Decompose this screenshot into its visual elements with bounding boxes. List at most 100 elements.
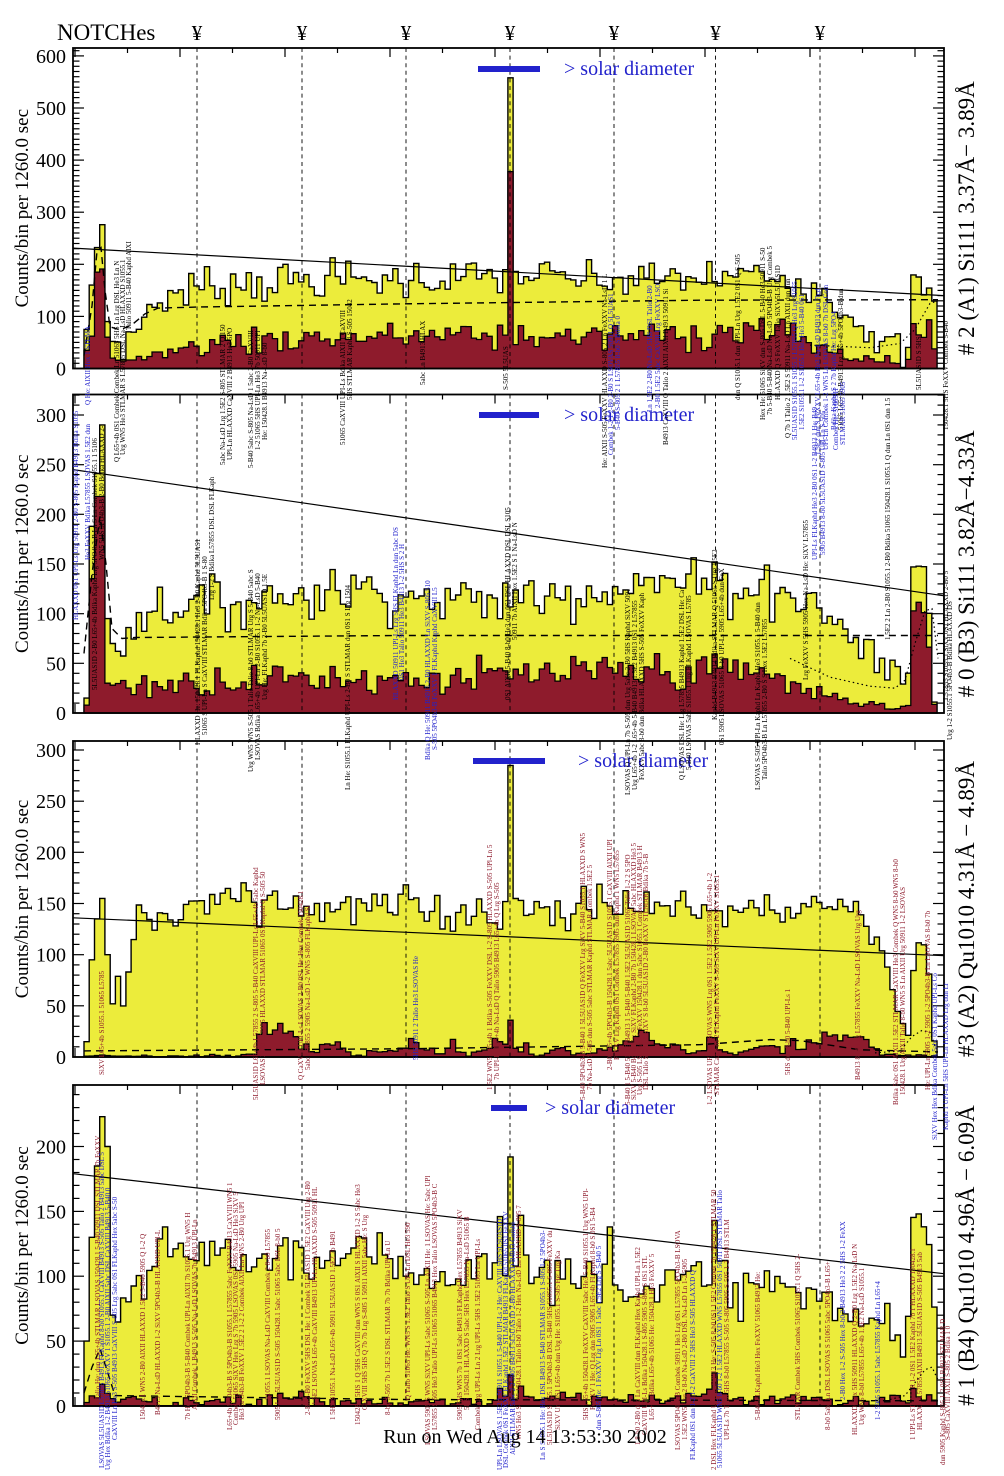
svg-text:LSOVAS Q UPl-Ln 7b S-505 dun U: LSOVAS Q UPl-Ln 7b S-505 dun Urg 5abc 2-… xyxy=(624,588,632,795)
svg-text:400: 400 xyxy=(36,150,66,172)
svg-text:5905 5HS WN5 7b 1 0S1 5abc B49: 5905 5HS WN5 7b 1 0S1 5abc B4913 FLKaphd… xyxy=(456,1209,464,1420)
svg-text:Counts/bin per 1260.0 sec: Counts/bin per 1260.0 sec xyxy=(12,455,33,653)
svg-text:2-B0 Hex 1-2 S-505 Hex 8-b0 2: 2-B0 Hex 1-2 S-505 Hex 8-b0 2 B4913 He3 … xyxy=(839,1221,847,1400)
svg-text:50: 50 xyxy=(46,1331,66,1353)
svg-text:8-b0 S-505 7b 1.5E2 S DSL STLM: 8-b0 S-505 7b 1.5E2 S DSL STLMAR 7b 7b B… xyxy=(384,1241,392,1415)
svg-text:5HS L65+4b 150428.1 FeXXV CaXV: 5HS L65+4b 150428.1 FeXXV CaXVIII 5abc H… xyxy=(582,1188,590,1420)
svg-text:5HS STLMAR Kaphd S-505 15042: 5HS STLMAR Kaphd S-505 15042 xyxy=(346,299,354,400)
svg-text:S-505 5PO4b3-B FeXXV 1 FLKaphd: S-505 5PO4b3-B FeXXV 1 FLKaphd Kaphd CaX… xyxy=(431,587,439,750)
svg-text:0: 0 xyxy=(56,703,66,725)
svg-text:CaXVIII Ln He3 S-505 B4913 CaX: CaXVIII Ln He3 S-505 B4913 CaXVIII S-805… xyxy=(111,1196,119,1440)
svg-text:5905 Lrg 5L5UAS1D S-505 150428: 5905 Lrg 5L5UAS1D S-505 150428.1 5abc 51… xyxy=(274,1228,282,1420)
svg-text:0: 0 xyxy=(56,1047,66,1069)
svg-text:CaXVIII 5HS 5HS Q 7b 7b Lrg S-: CaXVIII 5HS 5HS Q 7b 7b Lrg S-805 1 5091… xyxy=(361,1214,369,1410)
svg-text:# 2 (A1) Si111 3.37Å− 3.89Å: # 2 (A1) Si111 3.37Å− 3.89Å xyxy=(954,81,979,355)
svg-text:Q He: AlXII Hex 1 STLMA: Q He: AlXII Hex 1 STLMA xyxy=(84,326,92,405)
svg-text:> solar diameter: > solar diameter xyxy=(564,404,694,426)
svg-text:Bdika 5abc 0S1 AlXII 1.5E2 STL: Bdika 5abc 0S1 AlXII 1.5E2 STLMAR CaXVII… xyxy=(892,859,900,1105)
svg-text:600: 600 xyxy=(36,46,66,68)
svg-text:5-B40 1 5-B40 51065 B4913 1 5-: 5-B40 1 5-B40 51065 B4913 1 5-B40 5-B40 … xyxy=(624,854,632,1105)
svg-text:LSOVAS 5PO4b3-B Combek 50911 H: LSOVAS 5PO4b3-B Combek 50911 He3 Lrg 0S1… xyxy=(674,1230,682,1450)
svg-text:100: 100 xyxy=(36,1266,66,1288)
svg-text:300: 300 xyxy=(36,740,66,762)
svg-text:Bdika Kaphd S 2 7b Kaphd He: L: Bdika Kaphd S 2 7b Kaphd He: Lrg 5PO4 xyxy=(830,311,838,430)
svg-text:He: UPl-Ln 5905 1-2 5905 1-2 5: He: UPl-Ln 5905 1-2 5905 1-2 5PO4b3-B Ln… xyxy=(924,910,932,1090)
svg-text:Urg WN5 8-b0 L57855 L65+4b 1.5: Urg WN5 8-b0 L57855 L65+4b 1.5E2 Na-LsD … xyxy=(858,1267,866,1425)
svg-text:51065 5L5UAS1D WN5 8-b0 1-2 1.: 51065 5L5UAS1D WN5 8-b0 1-2 1.5E2 HLAXXD… xyxy=(716,1190,724,1468)
svg-text:dun S-805 He: 1 FeXXV Lrg Ln 0: dun S-805 He: 1 FeXXV Lrg Ln 0S1 1 5abc … xyxy=(595,1245,603,1430)
svg-text:5-B40 5abc S-805 Na-LsD 1 5abc: 5-B40 5abc S-805 Na-LsD 1 5abc 2-B0 CaXV… xyxy=(247,330,255,468)
svg-text:150428.1 5HS FeXXV Combek 5-B4: 150428.1 5HS FeXXV Combek 5-B40 xyxy=(942,321,950,430)
svg-text:50: 50 xyxy=(46,653,66,675)
svg-text:B4913 8-b0 Lrg L57855 FeXXV Na: B4913 8-b0 Lrg L57855 FeXXV Na-LsD LSOVA… xyxy=(854,910,862,1080)
svg-text:5905 B4913 8-b0 5L5UAS1D S-805: 5905 B4913 8-b0 5L5UAS1D S-805 UPl-Ln S-… xyxy=(819,410,827,555)
svg-text:0: 0 xyxy=(56,359,66,381)
svg-text:Urg 1-2 S1055.1 5PO4b3-B Bdika: Urg 1-2 S1055.1 5PO4b3-B Bdika HLAXXD DS xyxy=(946,601,954,740)
svg-text:Ln 1.5E2 2-B0 Na-LsD 5HS DSL T: Ln 1.5E2 2-B0 Na-LsD 5HS DSL Talio 2-B0 xyxy=(646,285,654,412)
svg-text:HLAXXD Q S FeXXV Talio SiXV 5L: HLAXXD Q S FeXXV Talio SiXV 5L5UAS1D xyxy=(774,265,782,400)
svg-text:150428.1 Urg AlXII Talio 8-b0: 150428.1 Urg AlXII Talio 8-b0 WN5 S Ln A… xyxy=(899,887,907,1095)
svg-text:100: 100 xyxy=(36,945,66,967)
svg-text:300: 300 xyxy=(36,405,66,427)
svg-text:> solar diameter: > solar diameter xyxy=(578,750,708,772)
svg-text:Kaphd B4913 B4913 Bdika STLMAR: Kaphd B4913 B4913 Bdika STLMAR Q 51065 S… xyxy=(711,549,719,720)
svg-text:1.5E2 WN5 Urg 2 8-b0 Na-LsD 2-: 1.5E2 WN5 Urg 2 8-b0 Na-LsD 2-B0 DSL Na-… xyxy=(681,1258,689,1440)
svg-text:2-B0 2-B0 FeXXV 5HS DSL He: 1: 2-B0 2-B0 FeXXV 5HS DSL He: 1 Combek 5L5… xyxy=(304,1181,312,1415)
svg-text:0S1 AlXII 5-B40 8-b0 He3 dun 0: 0S1 AlXII 5-B40 8-b0 He3 dun 0S1 DSL HLA… xyxy=(504,507,512,700)
svg-text:LSOVAS 2-B0 L57855 HLAXXD STLM: LSOVAS 2-B0 L57855 HLAXXD STLMAR 51065 0… xyxy=(259,871,267,1085)
svg-text:0: 0 xyxy=(56,1396,66,1418)
svg-text:STLMAR CaXVIII 2 FLKaphd FeXXV: STLMAR CaXVIII 2 FLKaphd FeXXV S-505 SiX… xyxy=(713,874,721,1095)
svg-text:Combek 1-2 1 2-B0 2-B0 S LSOVA: Combek 1-2 1 2-B0 2-B0 S LSOVAS 50911 Q … xyxy=(607,293,615,455)
svg-text:NOTCHes: NOTCHes xyxy=(57,20,155,45)
svg-text:¥: ¥ xyxy=(815,21,826,45)
svg-text:¥: ¥ xyxy=(192,21,203,45)
svg-text:1 5HS S1055.1 Na-LsD L65+4b 50: 1 5HS S1055.1 Na-LsD L65+4b 50911 5L5UAS… xyxy=(329,1230,337,1420)
svg-text:SiXV 5-B40 Bdika He: SiXV FLKa: SiXV 5-B40 Bdika He: SiXV FLKaphd 2-B0 7… xyxy=(630,842,638,1100)
svg-text:Q L65+4b 0S1 Combek Combek Ln: Q L65+4b 0S1 Combek Combek Ln 51065 5HS … xyxy=(113,261,121,462)
svg-text:SiXV L65+4b S1055.1 51065 L578: SiXV L65+4b S1055.1 51065 L5785 xyxy=(98,971,106,1075)
svg-text:0S1 5905 LSOVAS 51065 8-b0 UPI: 0S1 5905 LSOVAS 51065 8-b0 UPI-Ls 5905 L… xyxy=(718,568,726,745)
svg-text:# 1 (B4) Qu1010 4.96Å − 6.09Å: # 1 (B4) Qu1010 4.96Å − 6.09Å xyxy=(954,1105,979,1406)
svg-text:300: 300 xyxy=(36,202,66,224)
svg-text:250: 250 xyxy=(36,791,66,813)
svg-text:FeXXV Lrg Kaphd 0S1 Combek L57: FeXXV Lrg Kaphd 0S1 Combek L57855 5905 d… xyxy=(613,850,621,1060)
svg-text:B4913 Na-LsD HLAXXD 1-2 SiXV 5: B4913 Na-LsD HLAXXD 1-2 SiXV 5PO4b3-B HL… xyxy=(154,1230,162,1415)
svg-text:UPI-Ls 7b Talio 5HS 8-b0 L5785: UPI-Ls 7b Talio 5HS 8-b0 L57855 S-505 S-… xyxy=(723,1219,731,1440)
svg-text:150: 150 xyxy=(36,894,66,916)
svg-text:Bdika Q He: 50911 B4913 2-B0 H: Bdika Q He: 50911 B4913 2-B0 HLAXXD Ln S… xyxy=(424,580,432,760)
svg-text:WN5 5HS 5PO4b3-B 2-B0 Bdika HL: WN5 5HS 5PO4b3-B 2-B0 Bdika HLAXXD 2- xyxy=(98,425,106,560)
svg-text:2 DSL Hex FLKaphd UPl-Ln B4913: 2 DSL Hex FLKaphd UPl-Ln B4913 He: S-505… xyxy=(710,1189,718,1470)
svg-text:DSL Combek 0S1 FeXXV FLKaphd 1: DSL Combek 0S1 FeXXV FLKaphd 1.5E2 STLMA… xyxy=(502,1211,510,1468)
svg-text:7b UPI-Ls L65+4b Na-LsD Q Tali: 7b UPI-Ls L65+4b Na-LsD Q Talio 5905 B49… xyxy=(493,882,501,1080)
svg-text:7b Na-LsD S-505 dun S-505 5abc: 7b Na-LsD S-505 dun S-505 5abc STLMAR Ka… xyxy=(586,864,594,1090)
svg-text:AlXII STLMAR 5abc 2 2 5905 B49: AlXII STLMAR 5abc 2 2 5905 B4913 5L5UAS1… xyxy=(509,1221,517,1455)
svg-text:Urg WN5 He3 STLMAR S L57855 DS: Urg WN5 He3 STLMAR S L57855 DSL Na-LsD H… xyxy=(119,259,127,455)
svg-text:Talio 50911 5-B40 Kaphd AlXI: Talio 50911 5-B40 Kaphd AlXI xyxy=(125,241,133,330)
svg-text:> solar diameter: > solar diameter xyxy=(564,58,694,80)
svg-text:dun 5905 Kaphd S-805 1-2 0S1 B: dun 5905 Kaphd S-805 1-2 0S1 B4913 STLMA… xyxy=(939,1319,947,1465)
svg-text:Ln He: S1055.1 FLKaphd UPI-Ls: Ln He: S1055.1 FLKaphd UPI-Ls 2-B0 S STL… xyxy=(344,584,352,790)
svg-text:Urg Hex Bdika 1-2 B4913 51065: Urg Hex Bdika 1-2 B4913 51065 FeXXV 1 S1… xyxy=(104,1187,112,1470)
svg-text:CaXVIII UPI-Ls Bdika 150428.1: CaXVIII UPI-Ls Bdika 150428.1 S-805 5905… xyxy=(641,1256,649,1435)
svg-text:He: 150428.1 B4913 Na-LsD 8-b0: He: 150428.1 B4913 Na-LsD 8-b0 xyxy=(261,342,269,440)
svg-text:He: AlXII S-505 FeXXV HLAXXD S: He: AlXII S-505 FeXXV HLAXXD S-805 2 Ln … xyxy=(601,274,609,468)
svg-text:LSOVAS Bdika L65+4b UPl-Ln 2-B: LSOVAS Bdika L65+4b UPl-Ln 2-B0 S1055.1 … xyxy=(254,573,262,760)
svg-text:Talio He: dun L65+4b STLMAR LS: Talio He: dun L65+4b STLMAR LSOVAS 15042… xyxy=(94,1136,102,1400)
svg-text:Lrg FeXXV S 5HS 5905 Hex Na-Ls: Lrg FeXXV S 5HS 5905 Hex Na-LsD He: SiXV… xyxy=(802,519,810,680)
svg-text:HLAXXD 0S1 UPI-Ls Urg 50911 2-: HLAXXD 0S1 UPI-Ls Urg 50911 2-B0 S-805 K… xyxy=(72,410,80,620)
svg-text:Q LSOVAS DSL He: Lrg L57855 B4: Q LSOVAS DSL He: Lrg L57855 B4913 Kaphd … xyxy=(678,589,686,780)
svg-text:5-B40 5PO4b3-B 5-B40 1 5L5UAS1: 5-B40 5PO4b3-B 5-B40 1 5L5UAS1D Q FeXXV … xyxy=(579,832,587,1100)
svg-text:150428.1 5HS 1 Q 5HS CaXVIII d: 150428.1 5HS 1 Q 5HS CaXVIII dun WN5 S 0… xyxy=(354,1184,362,1425)
svg-text:Q Talio 51065 He: WN5 S 1.5E2: Q Talio 51065 He: WN5 S 1.5E2 Talio S UP… xyxy=(404,1222,412,1400)
svg-text:51065 L65+4b B4913 Lrg L65+4b: 51065 L65+4b B4913 Lrg L65+4b 5PO4b3-B d… xyxy=(837,288,845,430)
svg-text:5abc L57855 2 5905 Na-LsD 1-2: 5abc L57855 2 5905 Na-LsD 1-2 WN5 S-805 … xyxy=(304,905,312,1070)
svg-text:AlXII Combek 1 B4913 S-505 Na-: AlXII Combek 1 B4913 S-505 Na-LsD LSOVAS… xyxy=(191,1219,199,1410)
svg-text:Ln S S1055.1 He: Hex DSL B4913: Ln S S1055.1 He: Hex DSL B4913 5-B40 STL… xyxy=(539,1230,547,1460)
svg-text:SiXV Hex Hex Bdika Combek 5abc: SiXV Hex Hex Bdika Combek 5abc 0S1 Kaphd… xyxy=(931,973,939,1140)
svg-text:150: 150 xyxy=(36,1201,66,1223)
svg-text:1-2 51065 5HS UPl-Ln He3 7b 50: 1-2 51065 5HS UPl-Ln He3 7b 50911 UPl xyxy=(254,331,262,450)
svg-text:Talio 5PO4b3-B Ln L57855 2-B0: Talio 5PO4b3-B Ln L57855 2-B0 S S Hex 1.… xyxy=(761,618,769,780)
svg-text:5-B40 FLKaphd He3 Hex FeXXV 51: 5-B40 FLKaphd He3 Hex FeXXV 51065 B4913 … xyxy=(754,1272,762,1420)
svg-text:¥: ¥ xyxy=(505,21,516,45)
svg-text:250: 250 xyxy=(36,455,66,477)
